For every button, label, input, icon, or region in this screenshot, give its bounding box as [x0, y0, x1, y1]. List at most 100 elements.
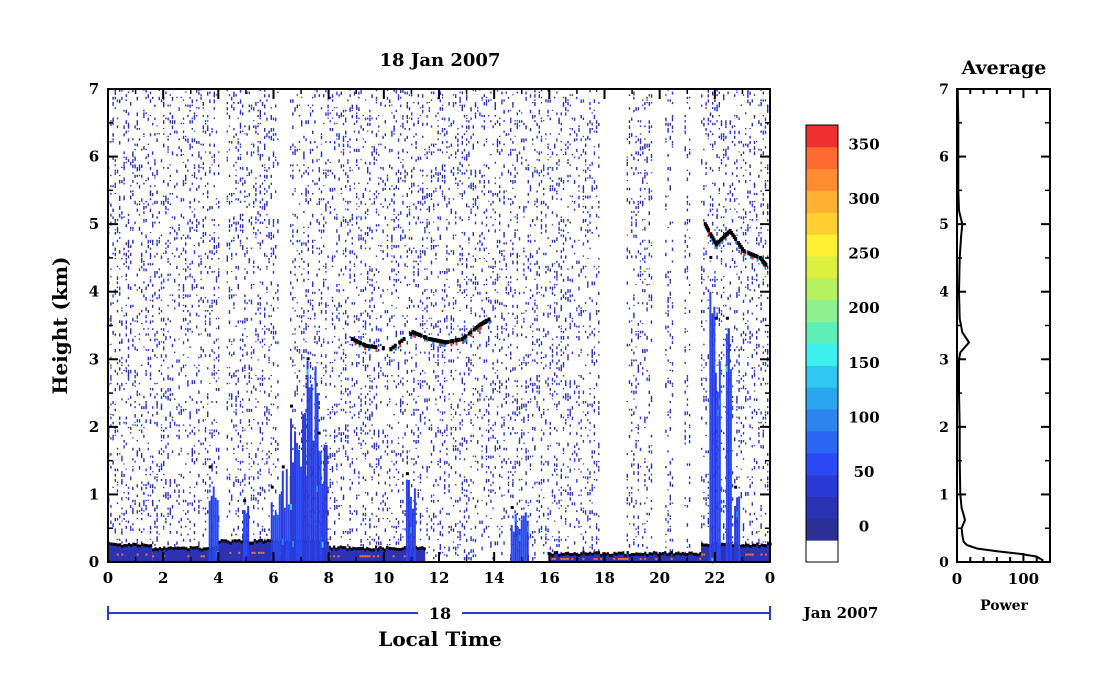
noise-speck	[356, 512, 358, 515]
noise-speck	[375, 533, 378, 536]
noise-speck	[237, 460, 239, 462]
noise-speck	[296, 315, 298, 317]
noise-speck	[112, 414, 114, 416]
noise-speck	[367, 117, 369, 120]
noise-speck	[132, 172, 134, 174]
noise-speck	[294, 273, 296, 276]
noise-speck	[411, 174, 413, 179]
noise-speck	[446, 141, 448, 144]
noise-speck	[430, 440, 433, 444]
noise-speck	[329, 187, 331, 192]
noise-speck	[141, 289, 143, 294]
noise-speck	[459, 427, 461, 430]
noise-speck	[138, 382, 141, 385]
noise-speck	[209, 151, 211, 154]
noise-speck	[433, 515, 435, 519]
noise-speck	[296, 393, 298, 395]
noise-speck	[457, 536, 459, 539]
noise-speck	[419, 419, 422, 423]
noise-speck	[450, 122, 452, 127]
noise-speck	[391, 112, 393, 114]
noise-speck	[393, 115, 395, 119]
noise-speck	[446, 460, 448, 465]
noise-speck	[479, 180, 481, 184]
noise-speck	[145, 250, 147, 254]
noise-speck	[408, 211, 411, 214]
noise-speck	[204, 429, 207, 433]
noise-speck	[331, 406, 334, 409]
noise-speck	[490, 489, 492, 494]
noise-speck	[266, 203, 268, 207]
noise-speck	[490, 120, 492, 123]
noise-speck	[171, 393, 174, 396]
noise-speck	[110, 382, 112, 385]
noise-speck	[406, 284, 408, 287]
noise-speck	[428, 385, 430, 390]
noise-speck	[298, 325, 301, 328]
noise-speck	[342, 109, 345, 113]
noise-speck	[257, 102, 259, 103]
noise-speck	[369, 115, 371, 117]
noise-speck	[202, 286, 204, 290]
noise-speck	[397, 180, 400, 183]
noise-speck	[268, 234, 270, 239]
noise-speck	[433, 190, 435, 193]
noise-speck	[342, 432, 345, 436]
noise-speck	[439, 91, 441, 96]
noise-speck	[152, 320, 154, 323]
noise-speck	[448, 546, 450, 551]
noise-speck	[169, 523, 171, 526]
noise-speck	[446, 219, 448, 221]
noise-speck	[483, 164, 485, 166]
noise-speck	[296, 164, 298, 166]
noise-speck	[329, 411, 331, 415]
noise-speck	[329, 128, 331, 131]
noise-speck	[457, 291, 459, 293]
noise-speck	[323, 224, 325, 228]
noise-speck	[167, 497, 169, 500]
noise-speck	[226, 434, 228, 439]
noise-speck	[270, 237, 272, 240]
noise-speck	[114, 107, 116, 109]
noise-speck	[444, 169, 446, 172]
noise-speck	[141, 258, 143, 261]
noise-speck	[160, 255, 163, 259]
noise-speck	[259, 112, 261, 115]
noise-speck	[174, 216, 176, 220]
noise-speck	[160, 424, 163, 426]
noise-speck	[444, 411, 446, 414]
noise-speck	[468, 141, 470, 144]
noise-speck	[450, 375, 452, 377]
noise-speck	[169, 510, 171, 514]
noise-speck	[450, 169, 452, 174]
noise-speck	[320, 213, 323, 216]
noise-speck	[196, 115, 198, 117]
noise-speck	[437, 429, 439, 433]
noise-speck	[202, 419, 204, 422]
noise-speck	[277, 161, 279, 166]
noise-speck	[327, 512, 329, 516]
noise-speck	[200, 354, 202, 358]
noise-speck	[202, 224, 204, 228]
noise-speck	[435, 323, 437, 327]
noise-speck	[261, 528, 264, 532]
noise-speck	[375, 211, 378, 214]
noise-speck	[193, 112, 196, 115]
noise-speck	[422, 411, 424, 415]
noise-speck	[268, 468, 270, 471]
noise-speck	[277, 341, 279, 345]
noise-speck	[272, 234, 275, 238]
noise-speck	[459, 533, 461, 537]
noise-speck	[272, 505, 275, 507]
noise-speck	[419, 156, 422, 160]
noise-speck	[136, 289, 138, 291]
noise-speck	[358, 226, 360, 229]
noise-speck	[211, 258, 213, 260]
noise-speck	[353, 510, 356, 513]
noise-speck	[461, 525, 463, 528]
noise-speck	[386, 239, 389, 241]
noise-speck	[415, 408, 417, 411]
noise-speck	[264, 325, 266, 328]
noise-speck	[349, 167, 351, 169]
noise-speck	[444, 195, 446, 199]
